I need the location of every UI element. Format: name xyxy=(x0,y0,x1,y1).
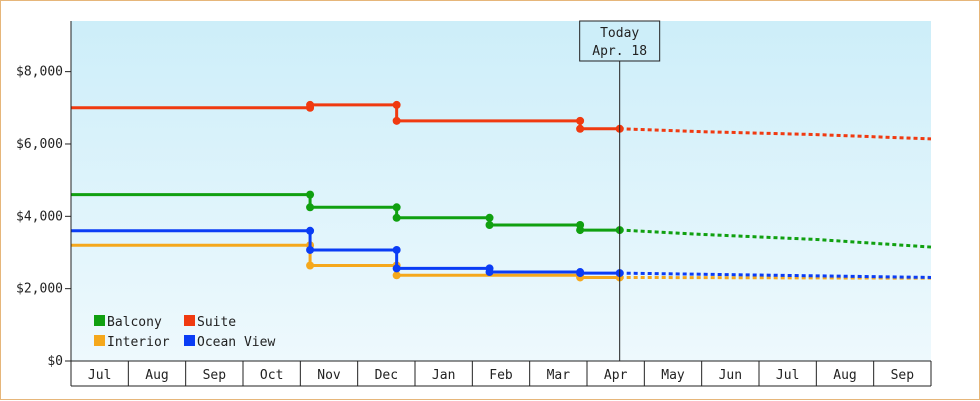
data-point-ocean-view xyxy=(306,245,315,254)
x-tick-label: Sep xyxy=(203,368,227,383)
today-date: Apr. 18 xyxy=(592,44,647,59)
data-point-suite xyxy=(392,116,401,125)
y-tick-label: $6,000 xyxy=(16,137,63,152)
data-point-ocean-view xyxy=(485,268,494,277)
data-point-balcony xyxy=(306,190,315,199)
data-point-balcony xyxy=(392,213,401,222)
x-tick-label: Oct xyxy=(260,368,283,383)
data-point-suite xyxy=(576,124,585,133)
x-tick-label: Jul xyxy=(88,368,111,383)
legend-label-balcony: Balcony xyxy=(107,315,162,330)
data-point-interior xyxy=(306,261,315,270)
x-tick-label: Sep xyxy=(891,368,915,383)
legend-swatch-balcony xyxy=(94,315,105,326)
x-tick-label: Apr xyxy=(604,368,628,383)
y-tick-label: $2,000 xyxy=(16,282,63,297)
data-point-balcony xyxy=(576,226,585,235)
series-forecast-suite xyxy=(619,127,932,141)
data-point-suite xyxy=(576,116,585,125)
data-point-ocean-view xyxy=(392,245,401,254)
data-point-ocean-view xyxy=(576,269,585,278)
x-tick-label: Feb xyxy=(489,368,513,383)
y-tick-label: $8,000 xyxy=(16,65,63,80)
x-tick-label: Mar xyxy=(547,368,571,383)
today-label: Today xyxy=(600,26,639,41)
legend-label-ocean-view: Ocean View xyxy=(197,335,275,350)
data-point-balcony xyxy=(392,203,401,212)
y-tick-label: $0 xyxy=(47,354,63,369)
legend-swatch-interior xyxy=(94,335,105,346)
x-tick-label: Aug xyxy=(833,368,856,383)
series-forecast-balcony xyxy=(619,228,932,249)
x-tick-label: Dec xyxy=(375,368,398,383)
data-point-balcony xyxy=(306,203,315,212)
plot-area xyxy=(71,21,931,361)
data-point-ocean-view xyxy=(306,226,315,235)
series-forecast-ocean-view xyxy=(619,271,932,279)
data-point-balcony xyxy=(485,221,494,229)
legend-swatch-ocean-view xyxy=(184,335,195,346)
today-box xyxy=(579,20,661,62)
data-point-ocean-view xyxy=(392,264,401,273)
x-tick-label: May xyxy=(661,368,685,383)
y-tick-label: $4,000 xyxy=(16,209,63,224)
legend-label-suite: Suite xyxy=(197,315,236,330)
x-tick-label: Nov xyxy=(317,368,341,383)
data-point-interior xyxy=(392,271,401,280)
x-tick-label: Jan xyxy=(432,368,455,383)
x-tick-label: Jul xyxy=(776,368,799,383)
data-point-balcony xyxy=(485,213,494,222)
data-point-suite xyxy=(306,100,315,109)
x-tick-label: Jun xyxy=(719,368,742,383)
x-tick-label: Aug xyxy=(145,368,168,383)
data-point-suite xyxy=(392,100,401,109)
legend-label-interior: Interior xyxy=(107,335,170,350)
legend-swatch-suite xyxy=(184,315,195,326)
